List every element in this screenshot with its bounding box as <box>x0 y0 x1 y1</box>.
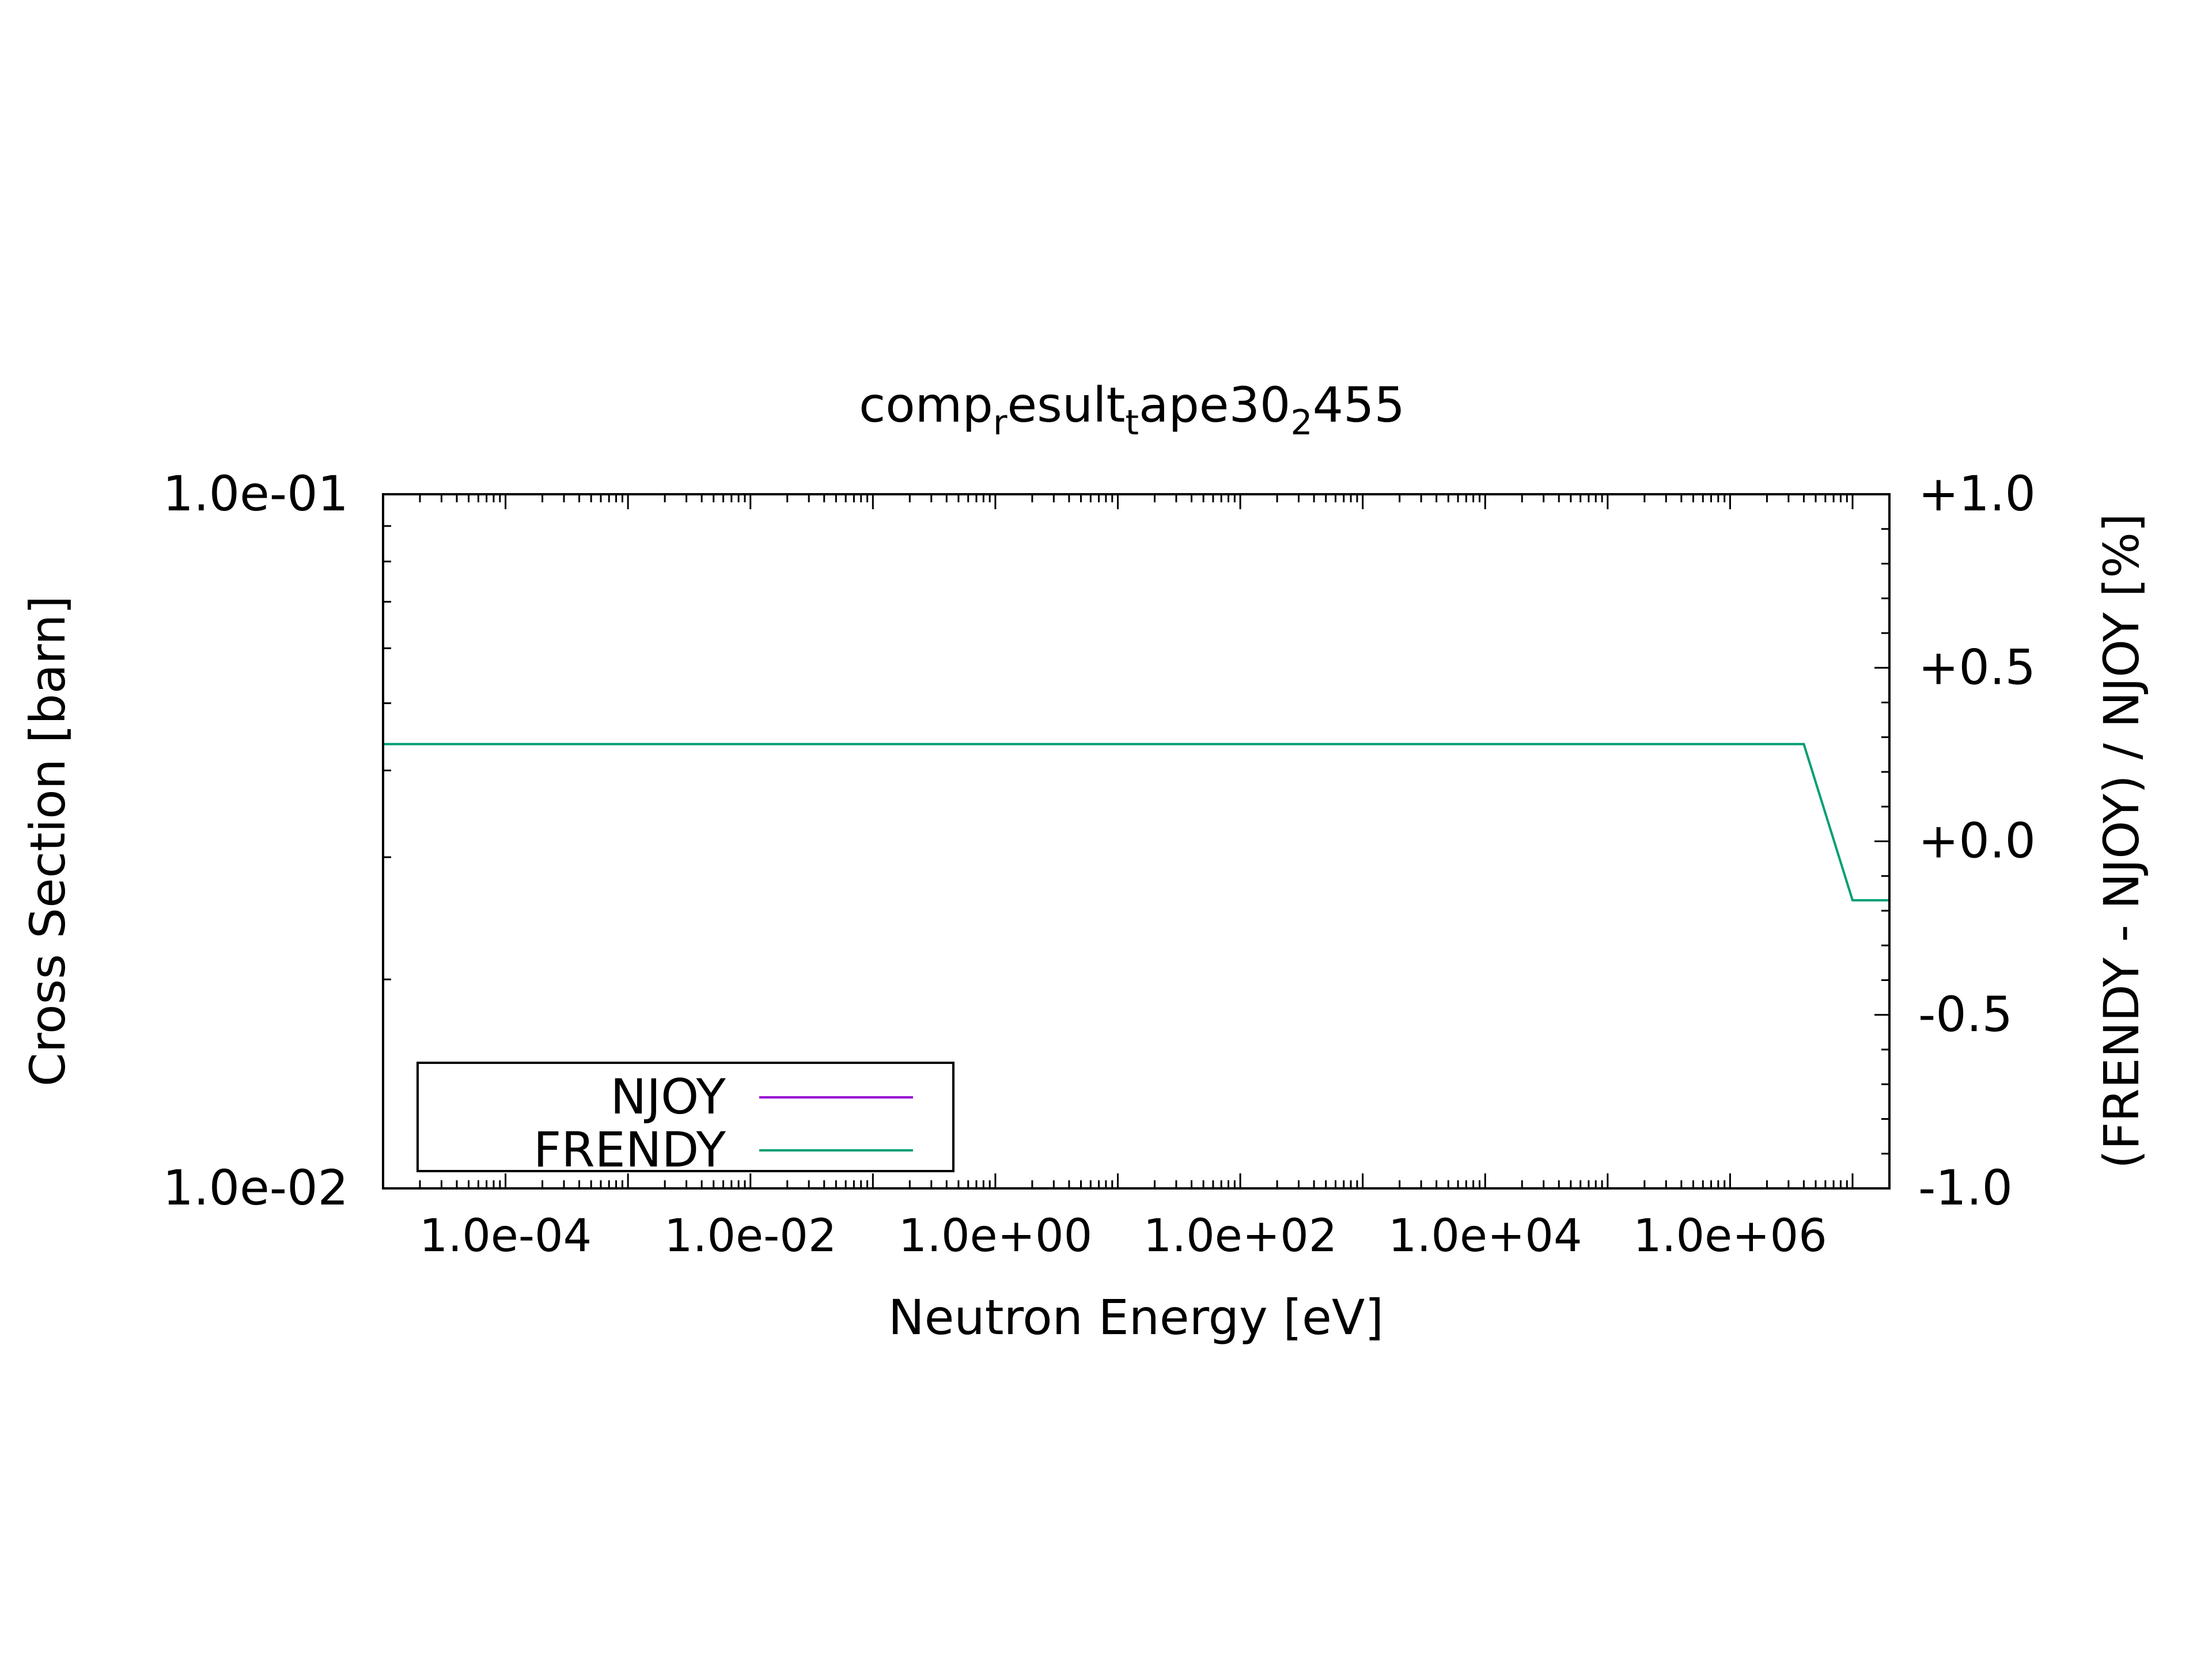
plot-frame <box>382 493 1891 1190</box>
y2-axis-label: (FRENDY - NJOY) / NJOY [%] <box>2093 513 2150 1169</box>
x-axis-label: Neutron Energy [eV] <box>888 1289 1384 1346</box>
y2-tick-label: -0.5 <box>1918 986 2013 1043</box>
y2-tick-label: +0.0 <box>1918 813 2036 869</box>
chart-title: compresulttape302455 <box>859 377 1405 443</box>
series-line-frendy <box>383 743 1889 902</box>
y-tick-label: 1.0e-01 <box>163 465 349 522</box>
y2-tick-label: +1.0 <box>1918 465 2036 522</box>
tick-labels: 1.0e-04 1.0e-02 1.0e+00 1.0e+02 1.0e+04 1.0e+… <box>163 465 2036 1262</box>
legend-box <box>416 1062 955 1172</box>
x-tick-label: 1.0e+00 <box>899 1210 1093 1262</box>
title-part: t <box>1125 403 1139 443</box>
legend-label: FRENDY <box>533 1122 726 1178</box>
title-part: esult <box>1007 377 1126 433</box>
y-tick-label: 1.0e-02 <box>163 1160 349 1216</box>
y-axis-label: Cross Section [barn] <box>20 596 76 1086</box>
x-tick-label: 1.0e+04 <box>1388 1210 1582 1262</box>
x-tick-label: 1.0e+02 <box>1143 1210 1338 1262</box>
title-part: comp <box>859 377 993 433</box>
x-tick-label: 1.0e+06 <box>1633 1210 1827 1262</box>
x-tick-label: 1.0e-04 <box>419 1210 592 1262</box>
legend-label: NJOY <box>611 1069 726 1125</box>
title-part: r <box>993 403 1007 443</box>
series-layer <box>383 743 1889 902</box>
y2-tick-label: -1.0 <box>1918 1160 2013 1216</box>
title-part: 2 <box>1290 403 1312 443</box>
title-part: ape30 <box>1139 377 1290 433</box>
x-tick-label: 1.0e-02 <box>664 1210 836 1262</box>
title-part: 455 <box>1313 377 1405 433</box>
y2-tick-label: +0.5 <box>1918 639 2036 695</box>
